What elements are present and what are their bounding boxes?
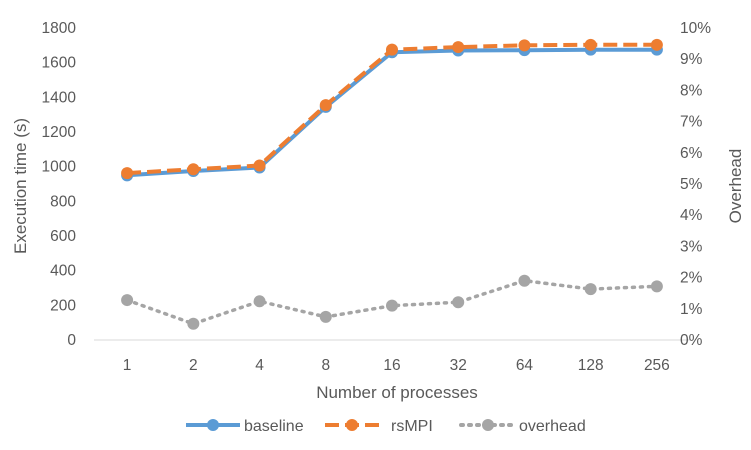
- x-tick-label: 16: [383, 357, 400, 374]
- x-tick-label: 4: [255, 357, 264, 374]
- data-point-rsmpi: [452, 41, 465, 54]
- x-tick-label: 8: [321, 357, 330, 374]
- legend: baseline rsMPI overhead: [186, 418, 586, 435]
- data-point-overhead: [584, 283, 597, 296]
- y2-axis-ticks: 0% 1% 2% 3% 4% 5% 6% 7% 8% 9% 10%: [680, 20, 711, 349]
- x-tick-label: 64: [516, 357, 534, 374]
- data-point-overhead: [253, 295, 266, 308]
- x-tick-label: 32: [450, 357, 467, 374]
- legend-item-overhead: overhead: [459, 418, 586, 435]
- series-line-baseline: [126, 47, 657, 178]
- data-point-rsmpi: [584, 38, 597, 51]
- data-point-overhead: [386, 299, 398, 312]
- x-axis-title: Number of processes: [316, 383, 478, 402]
- y2-axis-title: Overhead: [726, 149, 745, 224]
- y-tick-label: 1200: [42, 124, 77, 141]
- y2-tick-label: 1%: [680, 301, 703, 318]
- y2-tick-label: 8%: [680, 82, 703, 99]
- data-point-rsmpi: [518, 39, 531, 52]
- legend-item-rsmpi: rsMPI: [325, 418, 433, 435]
- data-point-rsmpi: [187, 163, 200, 176]
- legend-label-rsmpi: rsMPI: [391, 418, 433, 435]
- y-tick-label: 0: [67, 332, 76, 349]
- data-point-overhead: [650, 280, 663, 293]
- data-point-rsmpi: [121, 167, 134, 180]
- y2-tick-label: 10%: [680, 20, 711, 37]
- y2-tick-label: 3%: [680, 238, 703, 255]
- data-point-rsmpi: [386, 43, 398, 56]
- x-tick-label: 256: [644, 357, 670, 374]
- series-layer: [121, 38, 663, 330]
- y-tick-label: 1600: [42, 55, 77, 72]
- legend-item-baseline: baseline: [186, 418, 304, 435]
- data-point-rsmpi: [319, 99, 332, 112]
- y2-tick-label: 2%: [680, 270, 703, 287]
- data-point-overhead: [319, 310, 332, 323]
- series-overhead: [121, 274, 663, 330]
- y-tick-label: 200: [50, 297, 76, 314]
- y2-tick-label: 6%: [680, 145, 703, 162]
- y-tick-label: 400: [50, 263, 76, 280]
- legend-label-overhead: overhead: [519, 418, 586, 435]
- y2-tick-label: 9%: [680, 51, 703, 68]
- x-axis-ticks: 1 2 4 8 16 32 64 128 256: [123, 357, 670, 374]
- y-axis-title: Execution time (s): [11, 118, 30, 254]
- x-tick-label: 128: [578, 357, 604, 374]
- y-tick-label: 800: [50, 193, 76, 210]
- y-tick-label: 600: [50, 228, 76, 245]
- data-point-rsmpi: [650, 38, 663, 51]
- legend-label-baseline: baseline: [244, 418, 304, 435]
- y-axis-ticks: 0 200 400 600 800 1000 1200 1400 1600 1800: [42, 20, 77, 349]
- y2-tick-label: 0%: [680, 332, 703, 349]
- series-baseline: [121, 43, 663, 182]
- y2-tick-label: 4%: [680, 207, 703, 224]
- y2-tick-label: 5%: [680, 176, 703, 193]
- data-point-rsmpi: [253, 159, 266, 172]
- y-tick-label: 1400: [42, 89, 77, 106]
- data-point-overhead: [121, 294, 134, 307]
- data-point-overhead: [518, 274, 531, 287]
- y2-tick-label: 7%: [680, 114, 703, 131]
- series-line-rsmpi: [126, 42, 657, 176]
- y-tick-label: 1000: [42, 159, 77, 176]
- x-tick-label: 2: [189, 357, 198, 374]
- x-tick-label: 1: [123, 357, 132, 374]
- data-point-overhead: [187, 317, 200, 330]
- series-rsmpi: [121, 38, 663, 180]
- data-point-overhead: [452, 296, 465, 309]
- y-tick-label: 1800: [42, 20, 77, 37]
